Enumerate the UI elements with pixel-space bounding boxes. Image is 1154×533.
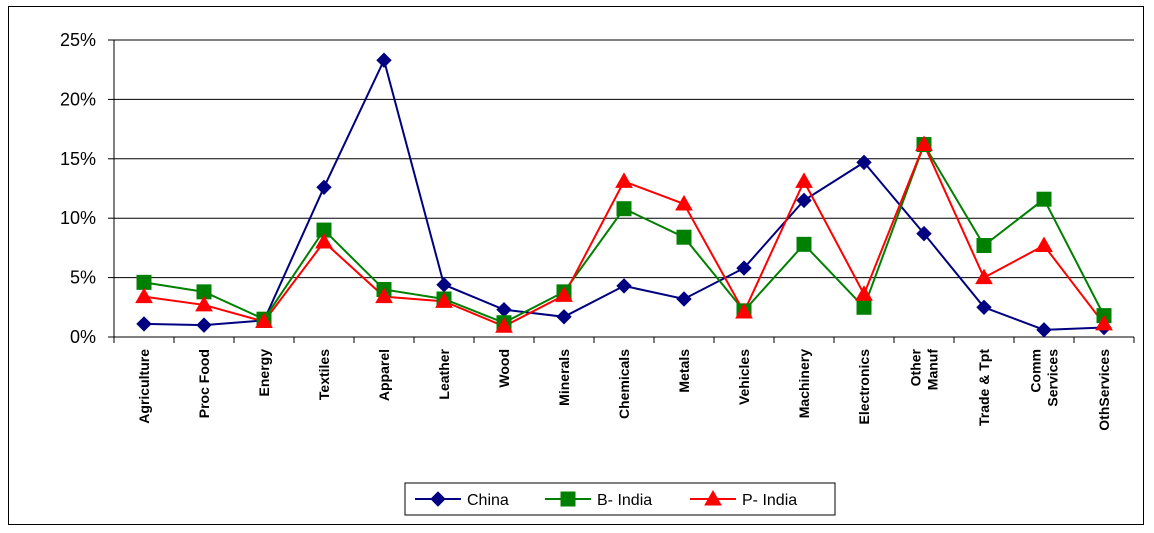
y-tick-label: 15%: [60, 149, 96, 169]
x-category-label: Wood: [496, 349, 512, 388]
data-point-china: [436, 277, 452, 293]
x-category-label: Machinery: [796, 349, 812, 418]
legend-label-p-india: P- India: [742, 492, 797, 509]
data-point-b-india: [976, 238, 992, 254]
data-point-p-india: [495, 317, 513, 333]
data-point-b-india: [1036, 191, 1052, 207]
series-line-b-india: [143, 142, 1105, 324]
legend-marker-china: [430, 491, 446, 507]
data-point-p-india: [315, 232, 333, 249]
data-point-china: [136, 316, 152, 332]
x-category-label: Other: [908, 348, 924, 386]
x-category-label: Agriculture: [136, 349, 152, 424]
x-category-label: OthServices: [1096, 349, 1112, 431]
data-point-p-india: [855, 285, 873, 301]
data-point-p-india: [735, 303, 753, 319]
data-point-b-india: [136, 274, 152, 290]
x-category-label: Apparel: [376, 349, 392, 401]
legend-label-b-india: B- India: [597, 492, 652, 509]
legend: [404, 482, 836, 516]
data-point-p-india: [795, 172, 813, 188]
data-point-p-india: [435, 292, 453, 308]
data-point-p-india: [375, 287, 393, 304]
x-category-label: Vehicles: [736, 349, 752, 405]
x-category-label: Comm: [1028, 349, 1044, 393]
data-point-china: [976, 299, 992, 316]
x-category-label: Manuf: [925, 349, 941, 391]
data-point-p-india: [975, 268, 993, 285]
data-point-b-india: [676, 229, 692, 245]
data-point-p-india: [1035, 236, 1053, 253]
data-point-china: [376, 52, 392, 68]
x-category-label: Minerals: [556, 349, 572, 406]
data-point-p-india: [1095, 314, 1113, 331]
data-point-b-india: [616, 201, 632, 217]
data-point-china: [556, 309, 572, 325]
y-tick-label: 25%: [60, 30, 96, 50]
y-tick-label: 10%: [60, 208, 96, 228]
legend-marker-p-india: [704, 489, 722, 506]
data-point-china: [796, 192, 812, 209]
data-point-china: [1036, 322, 1052, 338]
legend-marker-b-india: [560, 491, 576, 507]
data-point-p-india: [675, 194, 693, 211]
y-tick-label: 20%: [60, 89, 96, 109]
x-category-label: Metals: [676, 349, 692, 393]
data-point-p-india: [195, 295, 213, 312]
data-point-china: [196, 317, 212, 333]
y-tick-label: 5%: [70, 268, 96, 288]
x-category-label: Trade & Tpt: [976, 349, 992, 426]
chart-frame: [8, 6, 1144, 525]
data-point-china: [916, 225, 932, 242]
data-point-b-india: [856, 299, 872, 315]
data-point-p-india: [135, 287, 153, 304]
data-point-china: [316, 179, 332, 196]
data-point-p-india: [255, 312, 273, 329]
data-point-p-india: [555, 286, 573, 302]
data-point-china: [856, 154, 872, 171]
data-point-china: [736, 260, 752, 276]
x-category-label: Leather: [436, 348, 452, 399]
data-point-china: [496, 301, 512, 318]
data-point-p-india: [915, 135, 933, 152]
y-tick-label: 0%: [70, 327, 96, 347]
data-point-p-india: [615, 172, 633, 188]
x-category-label: Textiles: [316, 349, 332, 400]
x-category-label: Chemicals: [616, 349, 632, 419]
x-category-label: Electronics: [856, 349, 872, 425]
x-category-label: Energy: [256, 349, 272, 397]
legend-label-china: China: [467, 492, 509, 509]
data-point-china: [616, 278, 632, 294]
x-category-label: Proc Food: [196, 349, 212, 418]
data-point-b-india: [796, 236, 812, 252]
x-category-label: Services: [1045, 349, 1061, 407]
data-point-china: [676, 291, 692, 307]
series-line-p-india: [143, 141, 1105, 328]
